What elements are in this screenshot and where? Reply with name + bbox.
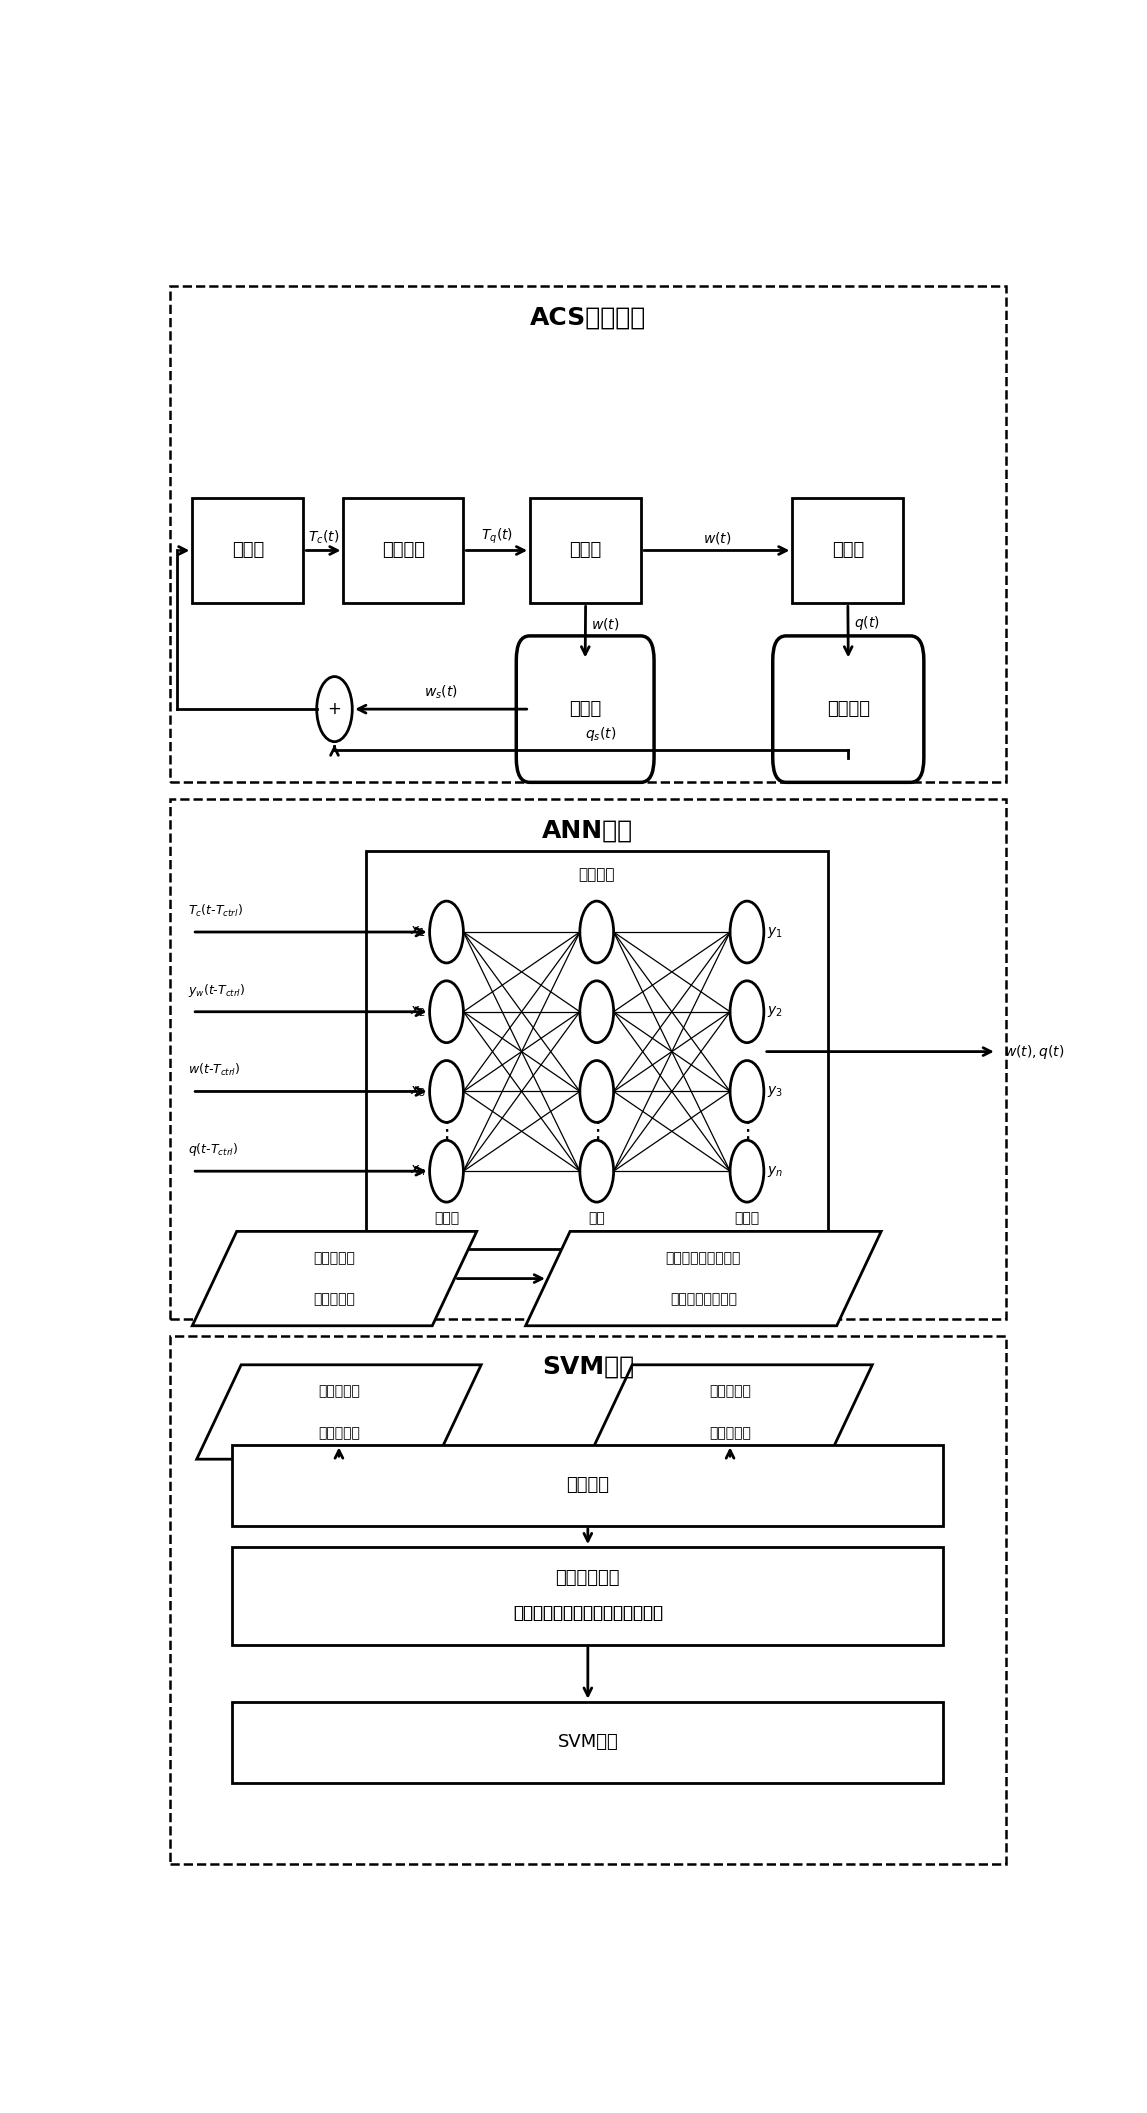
Bar (170, 799, 1006, 1319)
Text: +: + (328, 699, 342, 718)
Text: 运动学: 运动学 (832, 541, 864, 560)
FancyBboxPatch shape (366, 852, 828, 1249)
FancyBboxPatch shape (232, 1547, 943, 1644)
Polygon shape (197, 1365, 482, 1460)
Text: $x_2$: $x_2$ (411, 1004, 426, 1018)
Text: 控制系统进行建模: 控制系统进行建模 (670, 1293, 736, 1306)
Text: SVM训练: SVM训练 (557, 1733, 618, 1752)
FancyBboxPatch shape (773, 636, 923, 782)
Text: 动过程数据: 动过程数据 (709, 1426, 751, 1439)
Text: $y_1$: $y_1$ (767, 925, 783, 940)
FancyBboxPatch shape (232, 1445, 943, 1526)
Text: 神经网络对卫星姿态: 神经网络对卫星姿态 (665, 1251, 741, 1266)
Polygon shape (587, 1365, 873, 1460)
Bar (170, 1335, 1006, 1864)
FancyBboxPatch shape (343, 497, 463, 604)
Text: 隐层: 隐层 (588, 1211, 606, 1226)
Text: $q(t$-$T_{ctrl})$: $q(t$-$T_{ctrl})$ (188, 1141, 239, 1158)
Text: $x_3$: $x_3$ (411, 1084, 426, 1099)
Text: 动过程数据: 动过程数据 (313, 1293, 356, 1306)
Text: $y_w(t$-$T_{ctrl})$: $y_w(t$-$T_{ctrl})$ (188, 983, 245, 999)
FancyBboxPatch shape (530, 497, 641, 604)
Text: 动过程数据: 动过程数据 (318, 1426, 360, 1439)
Text: $w(t$-$T_{ctrl})$: $w(t$-$T_{ctrl})$ (188, 1063, 241, 1078)
Polygon shape (193, 1232, 477, 1325)
Text: 执行机构: 执行机构 (382, 541, 424, 560)
Text: ACS数据采集: ACS数据采集 (530, 306, 646, 330)
Text: $w(t)$: $w(t)$ (702, 530, 731, 545)
Text: $x_n$: $x_n$ (409, 1164, 426, 1179)
Text: $y_n$: $y_n$ (767, 1164, 783, 1179)
Text: 卫星正常机: 卫星正常机 (313, 1251, 356, 1266)
FancyBboxPatch shape (232, 1701, 943, 1783)
Text: $y_2$: $y_2$ (767, 1004, 783, 1018)
Text: 卫星正常机: 卫星正常机 (318, 1384, 360, 1399)
Text: （计算均值、均方差、信息熵等）: （计算均值、均方差、信息熵等） (513, 1604, 663, 1623)
Bar (170, 285, 1006, 782)
Text: 卫星故障机: 卫星故障机 (709, 1384, 751, 1399)
Text: $y_3$: $y_3$ (767, 1084, 783, 1099)
Text: SVM训练: SVM训练 (541, 1354, 634, 1380)
Text: 陀螺仪: 陀螺仪 (569, 699, 601, 718)
Text: $w(t),q(t)$: $w(t),q(t)$ (1004, 1042, 1064, 1061)
Text: 神经网络: 神经网络 (578, 866, 615, 881)
Text: ANN训练: ANN训练 (543, 818, 633, 843)
Text: ⋮: ⋮ (436, 1122, 458, 1141)
Text: 输入层: 输入层 (434, 1211, 459, 1226)
FancyBboxPatch shape (516, 636, 654, 782)
Text: $q(t)$: $q(t)$ (855, 615, 881, 632)
Text: $w_s(t)$: $w_s(t)$ (424, 685, 458, 702)
Text: 星敏感器: 星敏感器 (827, 699, 869, 718)
Text: $T_q(t)$: $T_q(t)$ (481, 526, 513, 545)
Text: $w(t)$: $w(t)$ (591, 615, 619, 632)
Text: （计算均值、均方差、信息熵等）: （计算均值、均方差、信息熵等） (513, 1604, 663, 1623)
Polygon shape (525, 1232, 881, 1325)
Text: $T_c(t$-$T_{ctrl})$: $T_c(t$-$T_{ctrl})$ (188, 902, 243, 919)
Text: $x_1$: $x_1$ (411, 925, 426, 938)
FancyBboxPatch shape (193, 497, 303, 604)
Text: $T_c(t)$: $T_c(t)$ (307, 528, 340, 545)
Text: 动力学: 动力学 (570, 541, 602, 560)
Text: $q_s(t)$: $q_s(t)$ (585, 725, 616, 744)
Text: 输出层: 输出层 (734, 1211, 759, 1226)
Text: 残差特征提取: 残差特征提取 (555, 1570, 621, 1587)
Text: ⋮: ⋮ (586, 1122, 608, 1141)
Text: ⋮: ⋮ (736, 1122, 758, 1141)
Text: 神经网络: 神经网络 (567, 1477, 609, 1494)
Text: 控制器: 控制器 (232, 541, 264, 560)
FancyBboxPatch shape (793, 497, 904, 604)
